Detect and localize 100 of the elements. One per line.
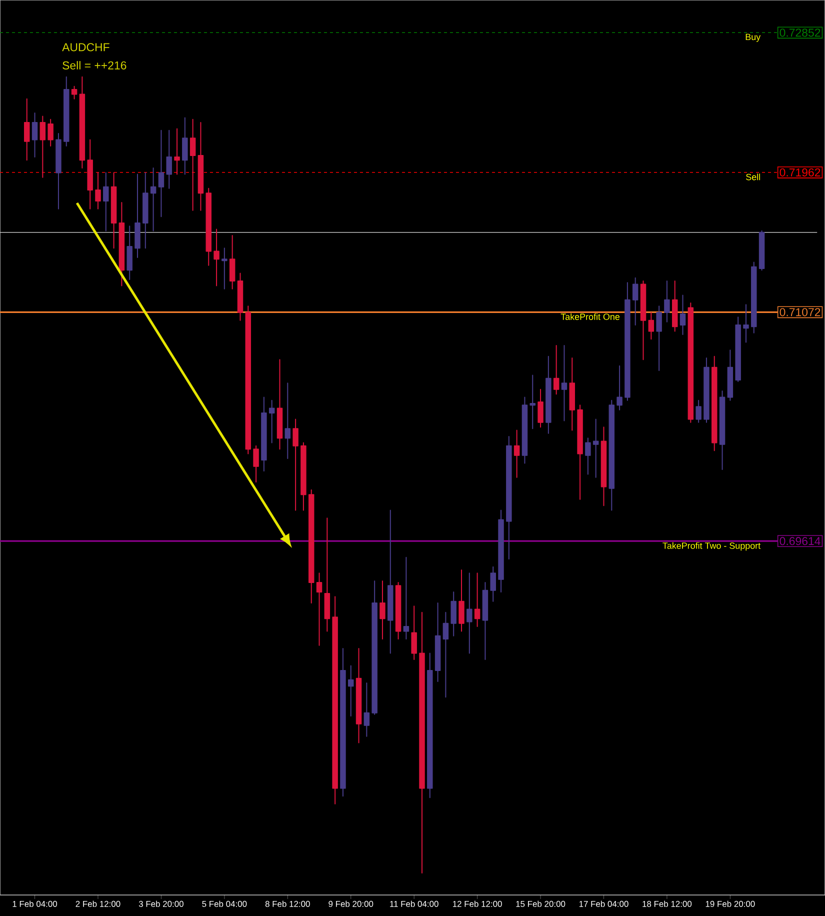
candlestick	[79, 76, 86, 169]
candlestick	[577, 404, 583, 500]
candlestick	[24, 98, 30, 161]
candlestick	[656, 306, 662, 372]
candlestick	[324, 518, 330, 632]
candlestick	[403, 556, 410, 640]
candlestick	[32, 112, 38, 158]
candlestick	[284, 382, 291, 459]
candlestick	[174, 128, 180, 175]
candlestick	[261, 396, 267, 472]
candlestick	[118, 202, 125, 286]
candlestick	[292, 418, 298, 511]
candlestick	[719, 390, 726, 470]
candlestick	[158, 130, 164, 218]
candlestick	[308, 489, 314, 604]
candlestick	[182, 117, 188, 175]
candlestick	[466, 572, 472, 654]
ref-line-label: TakeProfit One	[560, 313, 620, 320]
candlestick	[229, 235, 236, 290]
candlestick	[569, 357, 576, 431]
candlestick	[672, 280, 678, 332]
candlestick	[751, 262, 757, 334]
candlestick	[427, 652, 433, 798]
candlestick	[356, 648, 362, 744]
candlestick	[142, 172, 148, 249]
candlestick	[538, 388, 544, 428]
candlestick	[372, 580, 378, 715]
candlestick	[71, 86, 78, 100]
candlestick	[458, 569, 464, 632]
candlestick	[600, 426, 607, 506]
x-tick-label: 2 Feb 12:00	[76, 900, 120, 907]
candlestick	[110, 172, 117, 249]
x-tick-label: 11 Feb 04:00	[390, 900, 438, 907]
candlestick	[364, 682, 370, 737]
candlestick	[388, 510, 394, 654]
candlestick	[166, 130, 172, 189]
candlestick	[253, 445, 259, 483]
y-tick-label: 0.72852	[780, 28, 820, 37]
x-tick-label: 1 Feb 04:00	[12, 900, 58, 907]
candlestick	[506, 436, 512, 560]
y-tick-label: 0.71072	[780, 308, 820, 316]
candlestick	[190, 118, 196, 211]
candlestick	[640, 280, 646, 360]
candlestick	[743, 304, 749, 343]
candlestick	[48, 118, 54, 147]
x-tick-label: 8 Feb 12:00	[265, 900, 310, 907]
annotation: Sell = ++216	[62, 61, 126, 70]
candlestick	[553, 344, 560, 395]
candlestick	[450, 591, 456, 636]
candlestick	[340, 648, 346, 797]
candlestick	[664, 280, 670, 322]
ref-line-label: Buy	[746, 34, 761, 42]
x-tick-label: 19 Feb 20:00	[706, 900, 755, 907]
x-tick-label: 17 Feb 04:00	[579, 900, 628, 907]
x-tick-label: 12 Feb 12:00	[452, 900, 502, 907]
candlestick	[704, 357, 710, 423]
candlestick	[546, 356, 552, 434]
candlestick	[758, 230, 765, 271]
candlestick	[95, 172, 101, 210]
candlestick	[348, 665, 354, 716]
candlestick	[561, 344, 568, 422]
candlestick	[530, 374, 536, 430]
candlestick	[592, 418, 599, 478]
candlestick	[727, 350, 734, 401]
candlestick	[688, 302, 694, 423]
candlestick	[395, 582, 402, 640]
ref-line-label: TakeProfit Two - Support	[662, 542, 761, 551]
candlestick	[514, 430, 520, 478]
ref-line-label: Sell	[746, 174, 760, 180]
candlestick	[268, 400, 275, 444]
candlestick	[616, 365, 622, 410]
candlestick	[498, 510, 504, 592]
candlestick	[632, 277, 638, 326]
candlestick	[222, 248, 228, 290]
candlestick	[442, 612, 449, 698]
candlestick	[735, 316, 741, 382]
candlestick	[64, 76, 70, 147]
candlestick	[712, 356, 718, 452]
candlestick	[245, 306, 252, 454]
x-tick-label: 5 Feb 04:00	[202, 900, 247, 907]
y-tick-label: 0.69614	[780, 537, 820, 546]
text: AUDCHF	[62, 43, 110, 52]
candlestick	[150, 168, 156, 232]
candlestick	[332, 596, 338, 804]
candlestick	[103, 172, 109, 232]
candlestick	[648, 312, 654, 340]
x-tick-label: 15 Feb 20:00	[516, 900, 566, 907]
candlestick	[380, 580, 386, 640]
x-tick-label: 3 Feb 20:00	[138, 900, 184, 907]
candlestick	[198, 122, 204, 211]
candlestick	[585, 438, 591, 475]
candlestick	[237, 272, 244, 321]
candlestick	[87, 139, 93, 210]
candlestick	[419, 612, 425, 874]
candlestick	[276, 359, 283, 450]
candlestick	[411, 606, 417, 660]
candlestick	[56, 132, 62, 210]
candlestick	[696, 400, 702, 423]
candlestick	[680, 294, 686, 335]
candlestick	[316, 572, 322, 646]
